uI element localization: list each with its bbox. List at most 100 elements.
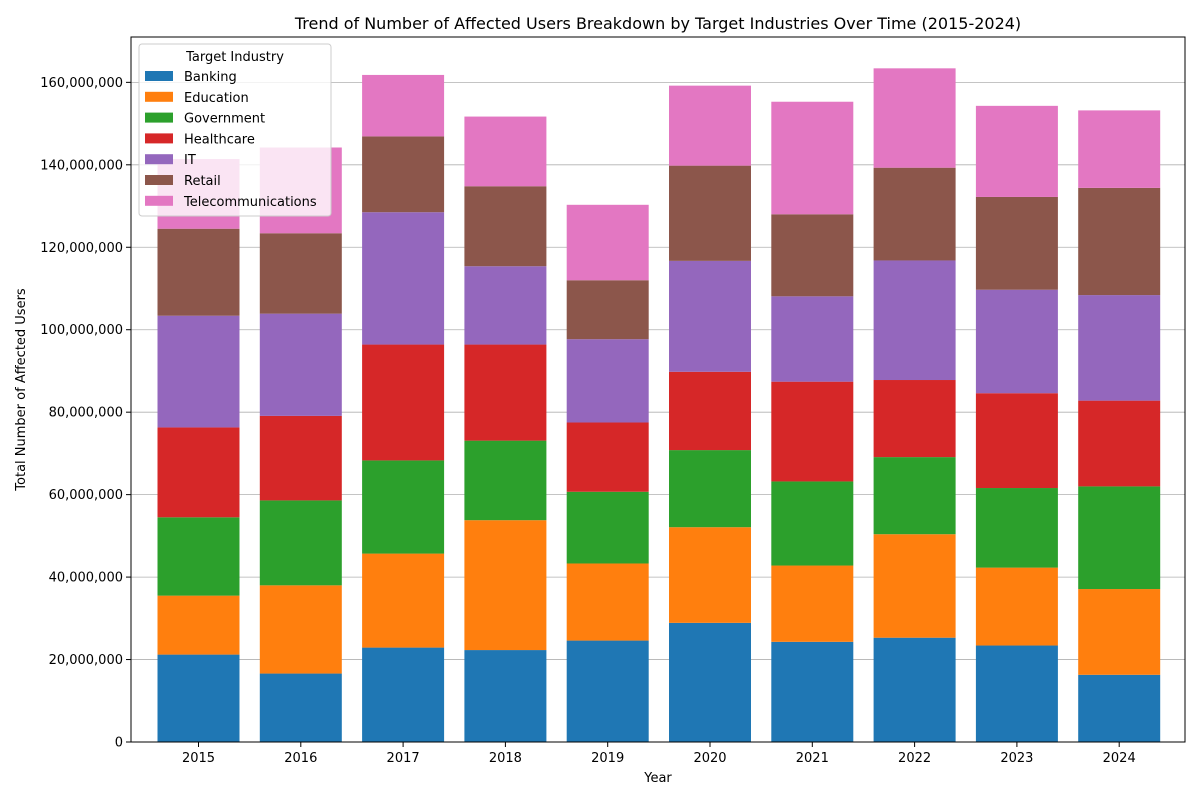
x-tick-label: 2019: [591, 751, 624, 766]
bar-segment-retail-2017: [362, 136, 445, 213]
legend-swatch-education: [145, 91, 173, 102]
bar-segment-healthcare-2018: [464, 344, 547, 441]
x-tick-label: 2022: [898, 751, 931, 766]
bar-segment-it-2023: [975, 289, 1058, 394]
legend-label-government: Government: [184, 112, 265, 127]
legend: Target Industry Banking Education Governmen…: [138, 43, 332, 217]
bar-segment-retail-2018: [464, 186, 547, 267]
legend-swatch-it: [145, 154, 173, 165]
legend-swatch-government: [145, 112, 173, 123]
plot-frame: [130, 36, 1186, 743]
bar-segment-it-2020: [669, 260, 751, 372]
x-axis-title: Year: [643, 771, 672, 786]
bar-segment-government-2019: [566, 491, 649, 564]
bar-segment-banking-2023: [975, 645, 1058, 742]
bar-segment-retail-2024: [1078, 187, 1161, 296]
y-tick-label: 0: [115, 736, 123, 751]
bar-segment-healthcare-2022: [873, 380, 956, 458]
legend-swatch-healthcare: [145, 133, 173, 144]
legend-label-banking: Banking: [184, 70, 237, 85]
y-tick-label: 100,000,000: [40, 323, 123, 338]
legend-swatch-telecommunications: [145, 195, 173, 206]
bar-segment-government-2015: [157, 517, 240, 596]
bar-segment-telecommunications-2018: [464, 116, 547, 187]
bar-segment-government-2016: [259, 500, 342, 586]
y-tick-label: 80,000,000: [49, 406, 123, 421]
bar-segment-healthcare-2019: [566, 422, 649, 492]
bar-segment-healthcare-2020: [669, 371, 751, 451]
legend-box: [138, 43, 332, 217]
bar-segment-education-2018: [464, 520, 547, 651]
bar-segment-banking-2022: [873, 637, 956, 742]
bar-segment-education-2021: [771, 565, 854, 642]
legend-label-it: IT: [184, 153, 196, 168]
legend-swatch-banking: [145, 71, 173, 81]
bar-segment-government-2017: [362, 460, 445, 554]
bar-segment-it-2018: [464, 266, 547, 345]
bar-segment-retail-2021: [771, 214, 854, 297]
chart-title: Trend of Number of Affected Users Breakd…: [294, 14, 1021, 33]
x-axis-ticks: 2015 2016 2017 2018 2019 2020 2021 2022 2023 2024: [182, 742, 1136, 766]
bar-segment-government-2021: [771, 481, 854, 566]
bar-segment-education-2024: [1078, 589, 1161, 675]
y-tick-label: 20,000,000: [49, 653, 123, 668]
bar-segment-telecommunications-2022: [873, 68, 956, 168]
y-axis-title: Total Number of Affected Users: [14, 288, 29, 492]
bar-segment-banking-2020: [669, 622, 751, 742]
bar-segment-retail-2023: [975, 196, 1058, 290]
y-tick-label: 160,000,000: [40, 76, 123, 91]
bar-segment-it-2024: [1078, 295, 1161, 401]
x-tick-label: 2017: [387, 751, 420, 766]
legend-swatch-retail: [145, 175, 173, 185]
legend-title: Target Industry: [185, 50, 284, 65]
x-tick-label: 2015: [182, 751, 215, 766]
bar-segment-government-2023: [975, 488, 1058, 568]
bar-segment-education-2023: [975, 567, 1058, 646]
bar-segment-telecommunications-2020: [669, 85, 751, 166]
bar-segment-education-2016: [259, 585, 342, 674]
legend-label-retail: Retail: [184, 174, 221, 189]
bar-segment-healthcare-2021: [771, 381, 854, 482]
bar-segment-it-2021: [771, 296, 854, 382]
y-axis-ticks: 0 20,000,000 40,000,000 60,000,000 80,000,00…: [40, 76, 131, 751]
bar-segment-banking-2015: [157, 654, 240, 742]
bar-segment-education-2017: [362, 553, 445, 648]
bar-segment-government-2022: [873, 457, 956, 535]
x-tick-label: 2024: [1103, 751, 1136, 766]
x-tick-label: 2018: [489, 751, 522, 766]
bar-segment-retail-2019: [566, 280, 649, 340]
bar-segment-it-2017: [362, 212, 445, 345]
y-tick-label: 40,000,000: [49, 571, 123, 586]
bar-segment-banking-2016: [259, 673, 342, 742]
bar-segment-it-2016: [259, 313, 342, 416]
bar-segment-banking-2021: [771, 641, 854, 742]
bar-segment-healthcare-2015: [157, 427, 240, 518]
bar-segment-telecommunications-2019: [566, 204, 649, 281]
bar-segment-it-2019: [566, 339, 649, 423]
y-tick-label: 120,000,000: [40, 241, 123, 256]
legend-label-education: Education: [184, 91, 249, 106]
bar-segment-government-2020: [669, 450, 751, 528]
legend-label-healthcare: Healthcare: [184, 132, 255, 147]
y-tick-label: 60,000,000: [49, 488, 123, 503]
bar-segment-telecommunications-2023: [975, 105, 1058, 197]
bar-segment-government-2018: [464, 440, 547, 521]
bar-segment-banking-2018: [464, 650, 547, 742]
x-tick-label: 2016: [284, 751, 317, 766]
bar-segment-retail-2022: [873, 167, 956, 261]
bar-segment-telecommunications-2024: [1078, 110, 1161, 188]
bar-segment-retail-2015: [157, 228, 240, 316]
bar-segment-telecommunications-2021: [771, 101, 854, 215]
bar-segment-banking-2017: [362, 647, 445, 742]
x-tick-label: 2020: [693, 751, 726, 766]
legend-label-telecommunications: Telecommunications: [183, 195, 317, 210]
bar-segment-healthcare-2016: [259, 415, 342, 501]
bar-segment-education-2022: [873, 534, 956, 638]
bar-segment-healthcare-2024: [1078, 400, 1161, 487]
bar-segment-banking-2019: [566, 640, 649, 742]
bar-segment-government-2024: [1078, 486, 1161, 590]
bars: [157, 68, 1161, 742]
bar-segment-it-2015: [157, 315, 240, 428]
